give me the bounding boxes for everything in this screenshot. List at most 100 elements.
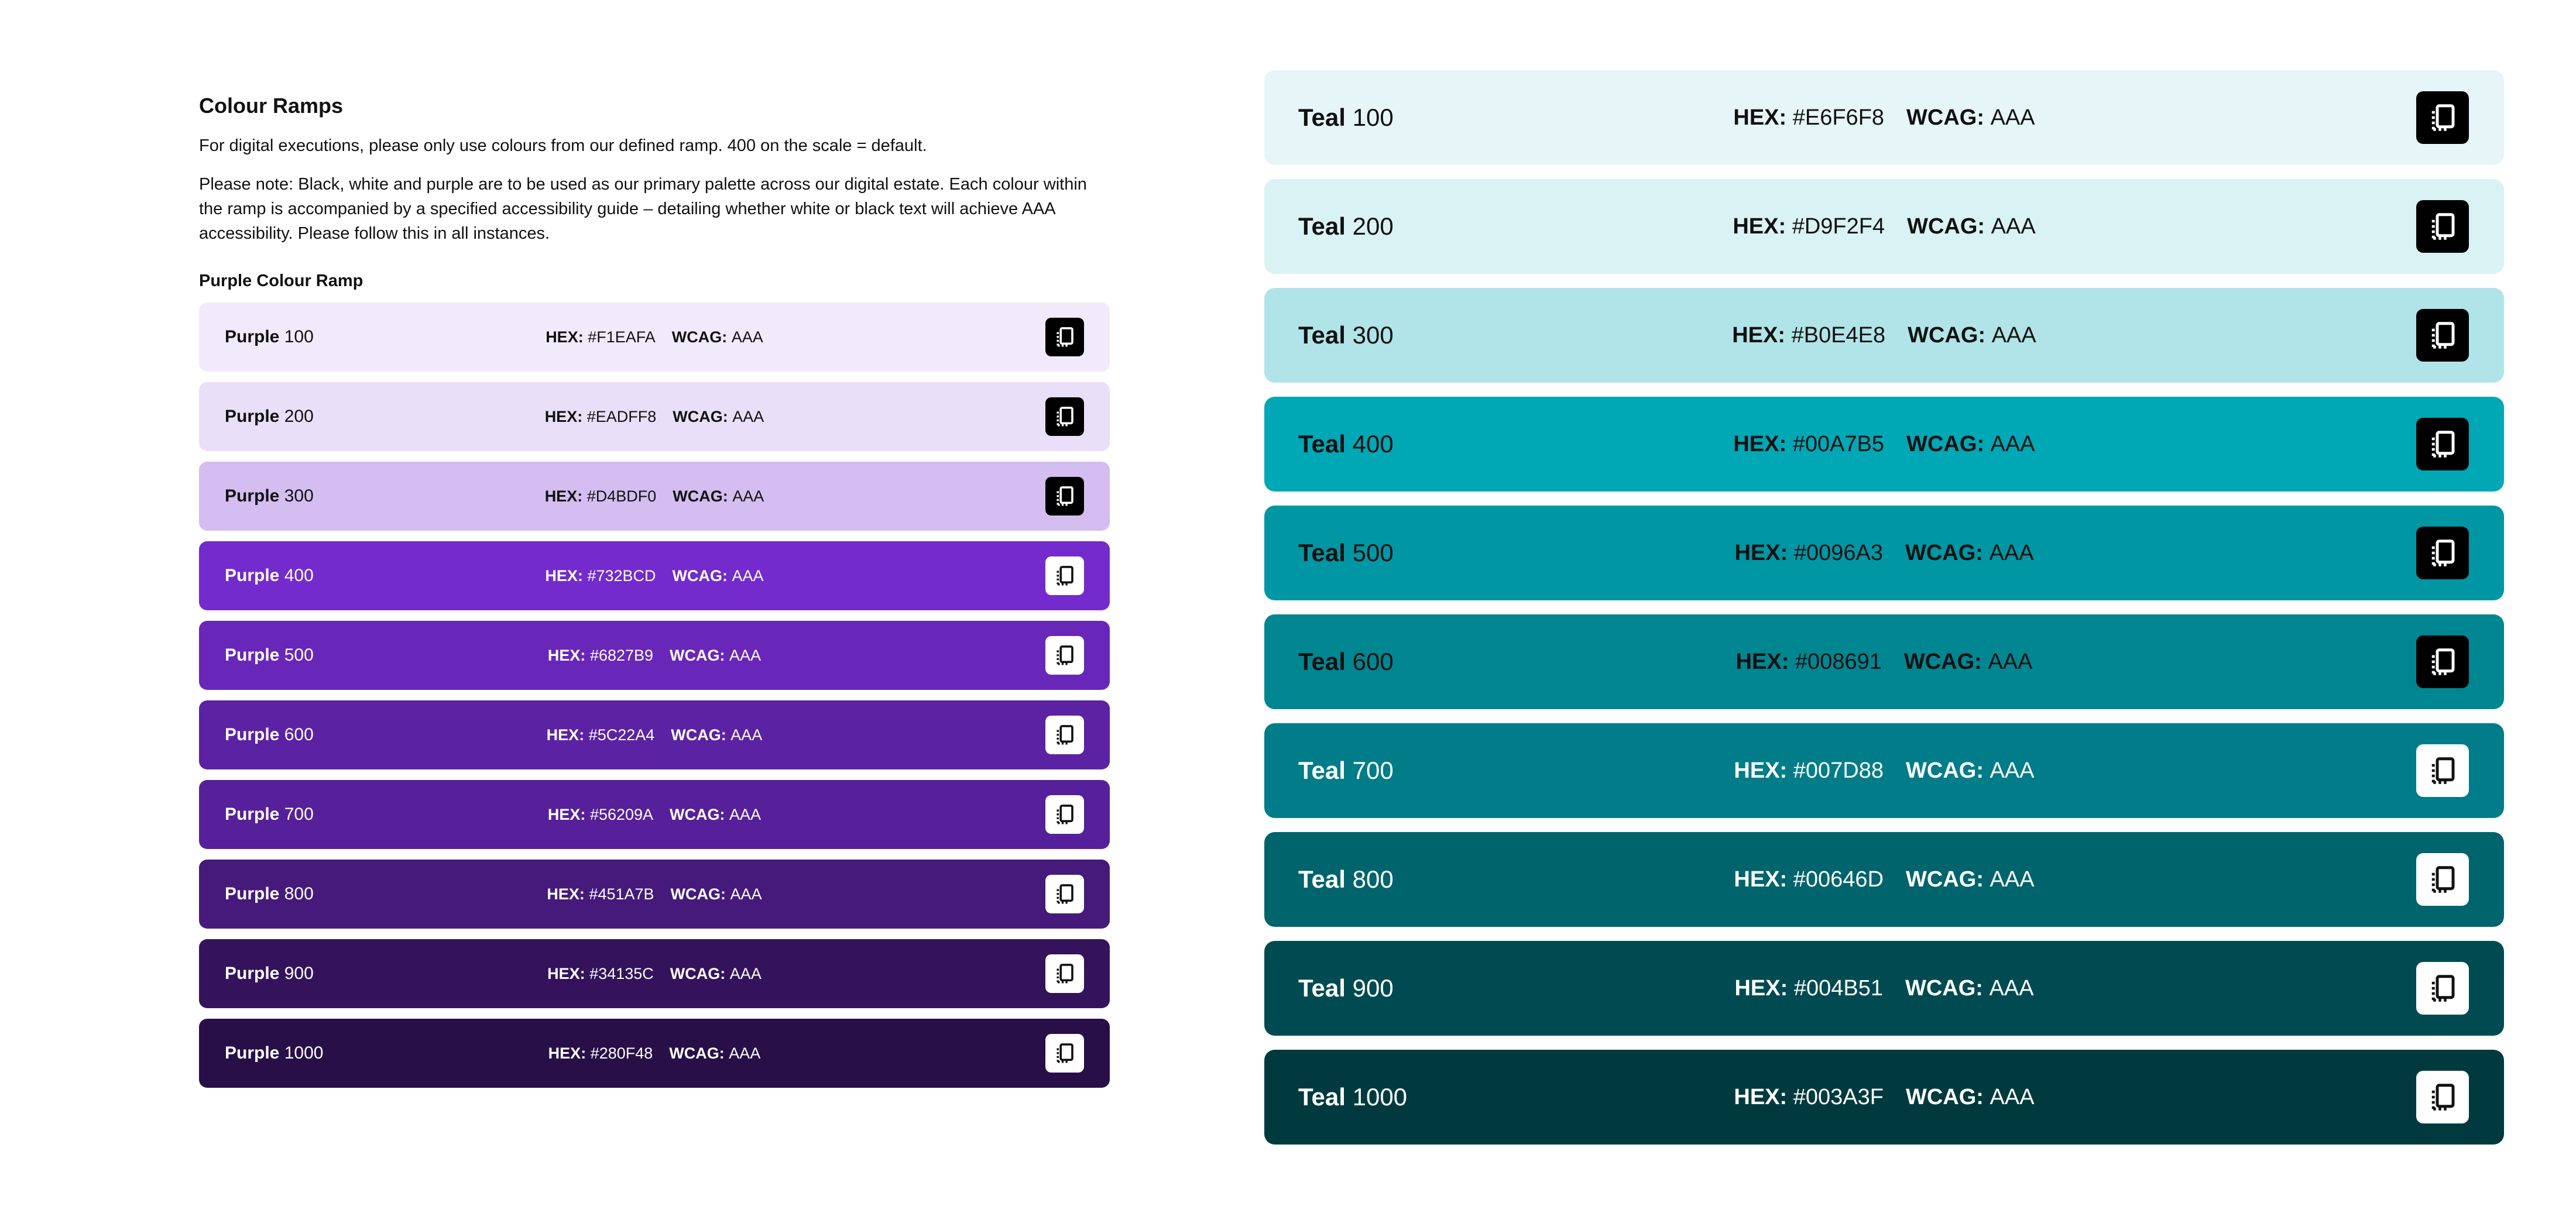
swatch-family: Teal [1298,648,1346,675]
purple-swatch-row-1000: Purple 1000 HEX: #280F48 WCAG: AAA [199,1019,1110,1088]
hex-label: HEX: [547,805,586,823]
wcag-value: AAA [1991,214,2036,239]
teal-swatch-row-500: Teal 500 HEX: #0096A3 WCAG: AAA [1264,506,2504,600]
copy-button[interactable] [2416,309,2469,362]
wcag-value: AAA [1988,649,2033,674]
copy-button[interactable] [2416,635,2469,688]
wcag-label: WCAG: [1906,867,1984,892]
hex-label: HEX: [546,726,585,744]
swatch-name: Teal 100 [1298,104,1394,132]
swatch-level: 1000 [1352,1083,1408,1111]
swatch-meta: HEX: #B0E4E8 WCAG: AAA [1264,323,2504,348]
swatch-family: Purple [225,884,280,903]
swatch-level: 400 [284,566,314,585]
wcag-label: WCAG: [669,1044,725,1062]
hex-label: HEX: [546,328,584,346]
hex-value: #280F48 [590,1044,653,1062]
copy-button[interactable] [1045,556,1084,595]
copy-button[interactable] [1045,1034,1084,1073]
hex-value: #E6F6F8 [1792,105,1885,130]
teal-ramp-list: Teal 100 HEX: #E6F6F8 WCAG: AAA Teal 200 … [1264,70,2504,1145]
hex-value: #003A3F [1793,1084,1884,1109]
swatch-family: Teal [1298,865,1346,893]
copy-button[interactable] [1045,875,1084,913]
copy-button[interactable] [1045,397,1084,436]
swatch-meta: HEX: #732BCD WCAG: AAA [199,567,1110,585]
wcag-label: WCAG: [671,328,728,346]
wcag-value: AAA [730,726,763,744]
swatch-level: 100 [284,327,314,346]
wcag-value: AAA [1991,322,2036,348]
wcag-label: WCAG: [670,805,725,823]
hex-value: #004B51 [1793,975,1883,1001]
copy-button[interactable] [1045,716,1084,754]
wcag-value: AAA [1989,975,2034,1001]
hex-label: HEX: [544,487,583,505]
swatch-meta: HEX: #00646D WCAG: AAA [1264,867,2504,892]
copy-button[interactable] [2416,91,2469,144]
copy-button[interactable] [1045,636,1084,675]
swatch-meta: HEX: #003A3F WCAG: AAA [1264,1085,2504,1110]
copy-icon [1057,1043,1074,1063]
wcag-label: WCAG: [1906,758,1984,783]
swatch-level: 200 [284,407,314,426]
hex-value: #34135C [589,964,654,982]
copy-icon [2431,866,2455,893]
swatch-name: Teal 500 [1298,539,1394,567]
copy-button[interactable] [2416,744,2469,797]
right-panel: Teal 100 HEX: #E6F6F8 WCAG: AAA Teal 200 … [1264,70,2504,1159]
hex-value: #56209A [589,805,654,823]
swatch-name: Teal 1000 [1298,1083,1407,1111]
hex-value: #00646D [1793,867,1884,892]
copy-button[interactable] [1045,477,1084,516]
copy-button[interactable] [2416,1071,2469,1123]
swatch-family: Purple [225,486,280,506]
copy-icon [1057,725,1074,745]
copy-button[interactable] [1045,795,1084,834]
copy-button[interactable] [2416,418,2469,470]
copy-button[interactable] [2416,527,2469,579]
swatch-meta: HEX: #E6F6F8 WCAG: AAA [1264,105,2504,130]
swatch-name: Teal 400 [1298,430,1394,458]
wcag-value: AAA [731,328,763,346]
hex-label: HEX: [1732,322,1786,348]
copy-button[interactable] [2416,853,2469,906]
copy-button[interactable] [1045,954,1084,993]
swatch-family: Teal [1298,974,1346,1002]
hex-label: HEX: [1733,105,1787,130]
hex-label: HEX: [548,1044,586,1062]
hex-value: #D4BDF0 [586,487,657,505]
wcag-value: AAA [732,407,764,425]
teal-swatch-row-900: Teal 900 HEX: #004B51 WCAG: AAA [1264,941,2504,1036]
wcag-value: AAA [729,646,762,664]
hex-label: HEX: [1735,649,1789,674]
wcag-label: WCAG: [1905,975,1983,1001]
swatch-family: Teal [1298,104,1346,131]
hex-value: #451A7B [589,885,654,903]
copy-icon [1057,884,1074,904]
teal-swatch-row-800: Teal 800 HEX: #00646D WCAG: AAA [1264,832,2504,927]
swatch-name: Teal 700 [1298,757,1394,785]
swatch-meta: HEX: #0096A3 WCAG: AAA [1264,541,2504,566]
purple-swatch-row-700: Purple 700 HEX: #56209A WCAG: AAA [199,780,1110,849]
hex-value: #5C22A4 [588,726,655,744]
swatch-level: 800 [284,884,314,903]
wcag-value: AAA [1990,867,2035,892]
wcag-value: AAA [1990,758,2035,783]
copy-button[interactable] [1045,318,1084,356]
copy-icon [2431,757,2455,784]
swatch-meta: HEX: #D4BDF0 WCAG: AAA [199,487,1110,506]
copy-button[interactable] [2416,962,2469,1015]
copy-button[interactable] [2416,200,2469,253]
copy-icon [1057,486,1074,506]
wcag-value: AAA [732,566,764,585]
wcag-label: WCAG: [672,566,728,585]
hex-value: #B0E4E8 [1791,322,1886,348]
teal-swatch-row-400: Teal 400 HEX: #00A7B5 WCAG: AAA [1264,397,2504,492]
wcag-label: WCAG: [1908,322,1986,348]
wcag-value: AAA [730,885,762,903]
swatch-name: Teal 200 [1298,212,1394,240]
swatch-level: 700 [1352,757,1394,784]
copy-icon [1057,327,1074,347]
swatch-level: 500 [284,645,314,665]
